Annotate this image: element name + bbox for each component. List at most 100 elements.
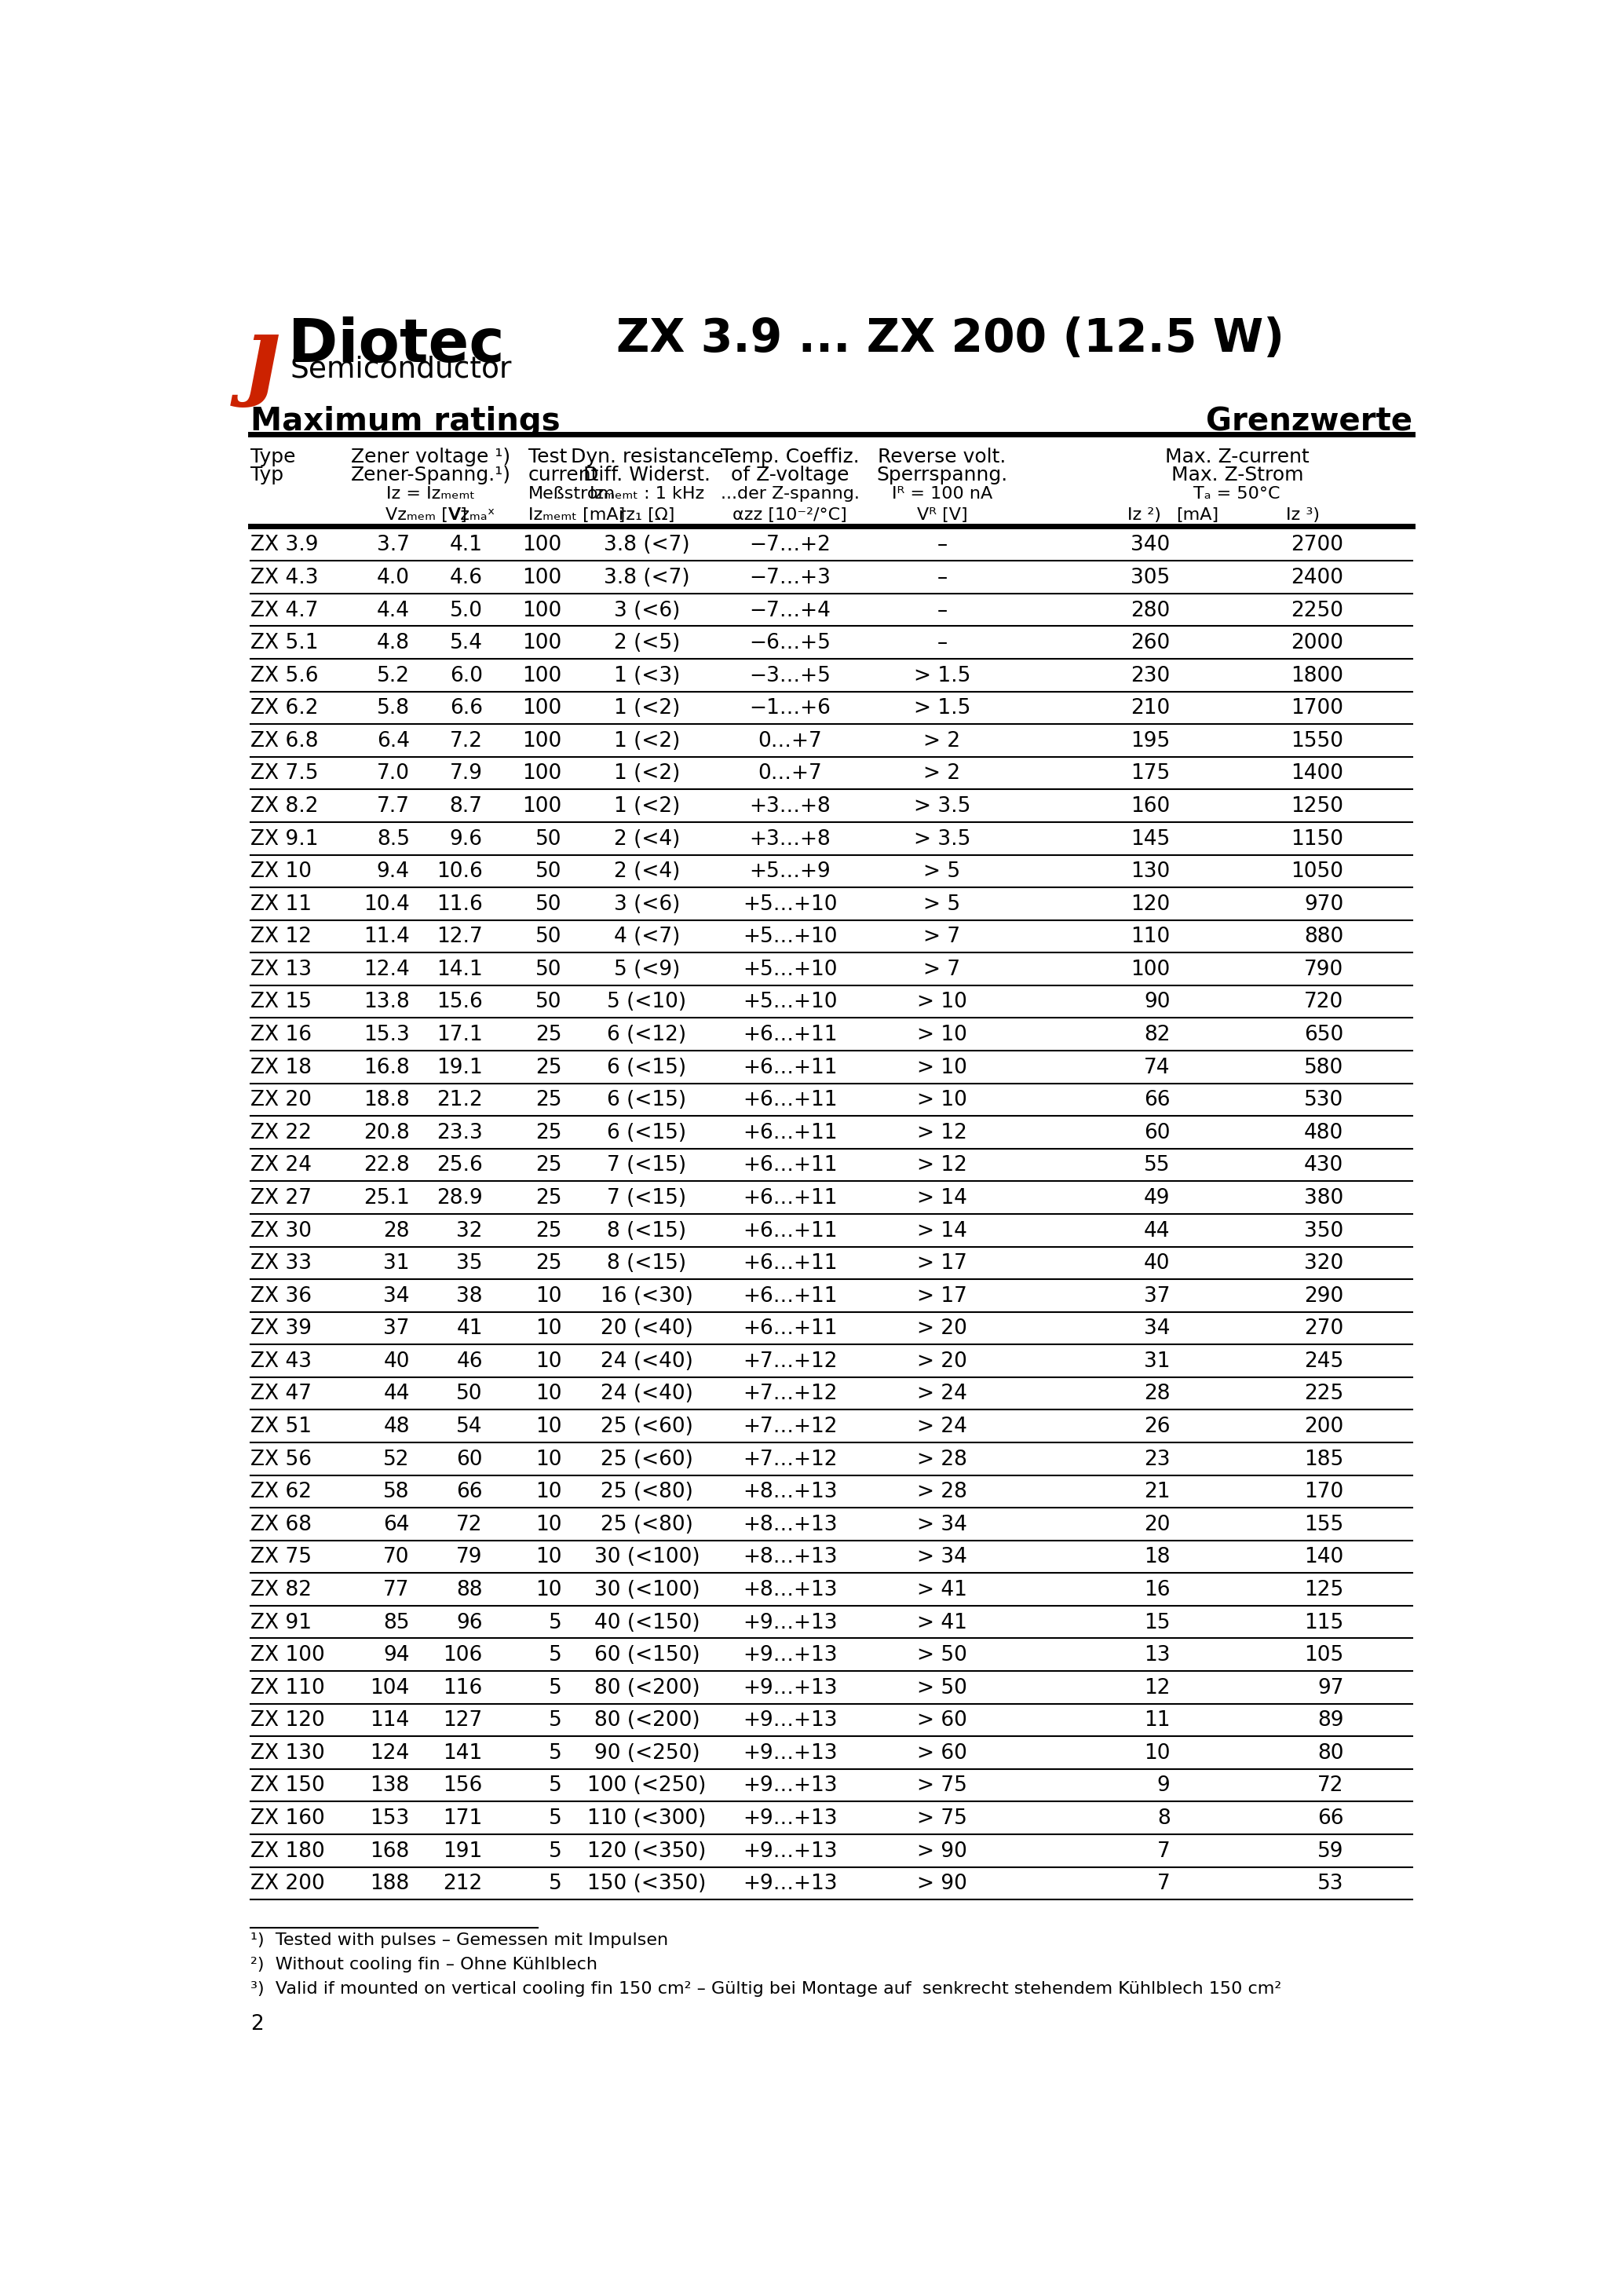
Text: +6…+11: +6…+11 [743,1024,837,1045]
Text: 100: 100 [522,730,561,751]
Text: 5: 5 [548,1809,561,1830]
Text: 7: 7 [1156,1841,1169,1862]
Text: 138: 138 [370,1775,410,1795]
Text: > 10: > 10 [916,1058,967,1077]
Text: 185: 185 [1304,1449,1343,1469]
Text: 5.0: 5.0 [449,599,483,620]
Text: 59: 59 [1317,1841,1343,1862]
Text: 24 (<40): 24 (<40) [600,1352,693,1371]
Text: 25: 25 [535,1254,561,1274]
Text: 50: 50 [456,1384,483,1405]
Text: 3.8 (<7): 3.8 (<7) [603,535,689,556]
Text: 11: 11 [1144,1711,1169,1731]
Text: 245: 245 [1304,1352,1343,1371]
Text: 28.9: 28.9 [436,1187,483,1208]
Text: 200: 200 [1304,1417,1343,1437]
Text: 37: 37 [383,1318,410,1339]
Text: Sperrspanng.: Sperrspanng. [876,466,1007,484]
Text: ZX 100: ZX 100 [250,1646,324,1665]
Text: 38: 38 [456,1286,483,1306]
Text: > 17: > 17 [916,1254,967,1274]
Text: 5: 5 [548,1711,561,1731]
Text: +6…+11: +6…+11 [743,1318,837,1339]
Text: 0…+7: 0…+7 [757,730,822,751]
Text: −6…+5: −6…+5 [749,634,830,654]
Text: 25: 25 [535,1123,561,1143]
Text: > 3.5: > 3.5 [913,797,970,817]
Text: ²)  Without cooling fin – Ohne Kühlblech: ²) Without cooling fin – Ohne Kühlblech [250,1956,597,1972]
Text: 52: 52 [383,1449,410,1469]
Text: 5: 5 [548,1612,561,1632]
Text: ȷ: ȷ [245,312,279,406]
Text: +3…+8: +3…+8 [749,797,830,817]
Text: 25 (<60): 25 (<60) [600,1449,693,1469]
Text: 13: 13 [1144,1646,1169,1665]
Text: 790: 790 [1304,960,1343,980]
Text: 10: 10 [535,1286,561,1306]
Text: 210: 210 [1131,698,1169,719]
Text: ZX 160: ZX 160 [250,1809,324,1830]
Text: −3…+5: −3…+5 [749,666,830,687]
Text: 4.1: 4.1 [449,535,483,556]
Text: 17.1: 17.1 [436,1024,483,1045]
Text: ZX 13: ZX 13 [250,960,311,980]
Text: 4.8: 4.8 [376,634,410,654]
Text: > 14: > 14 [916,1187,967,1208]
Text: 48: 48 [383,1417,410,1437]
Text: 2700: 2700 [1291,535,1343,556]
Text: 970: 970 [1304,893,1343,914]
Text: ZX 56: ZX 56 [250,1449,311,1469]
Text: 480: 480 [1304,1123,1343,1143]
Text: > 3.5: > 3.5 [913,829,970,850]
Text: 34: 34 [1144,1318,1169,1339]
Text: ZX 7.5: ZX 7.5 [250,765,318,783]
Text: ZX 3.9: ZX 3.9 [250,535,318,556]
Text: 160: 160 [1131,797,1169,817]
Text: 6.6: 6.6 [449,698,483,719]
Text: ZX 39: ZX 39 [250,1318,311,1339]
Text: 320: 320 [1304,1254,1343,1274]
Text: 6 (<15): 6 (<15) [607,1123,686,1143]
Text: 9.4: 9.4 [376,861,410,882]
Text: 14.1: 14.1 [436,960,483,980]
Text: 18: 18 [1144,1548,1169,1568]
Text: 3.8 (<7): 3.8 (<7) [603,567,689,588]
Text: Meßstrom: Meßstrom [529,487,615,501]
Text: 4.6: 4.6 [449,567,483,588]
Text: 40: 40 [1144,1254,1169,1274]
Text: +9…+13: +9…+13 [743,1612,837,1632]
Text: ZX 30: ZX 30 [250,1221,311,1242]
Text: +5…+10: +5…+10 [743,893,837,914]
Text: ZX 200: ZX 200 [250,1874,324,1894]
Text: 127: 127 [443,1711,483,1731]
Text: 4 (<7): 4 (<7) [613,928,680,948]
Text: Zener-Spanng.¹): Zener-Spanng.¹) [350,466,511,484]
Text: 46: 46 [456,1352,483,1371]
Text: > 1.5: > 1.5 [913,698,970,719]
Text: 116: 116 [443,1678,483,1699]
Text: > 7: > 7 [923,928,960,948]
Text: Semiconductor: Semiconductor [290,356,511,383]
Text: 150 (<350): 150 (<350) [587,1874,706,1894]
Text: 11.6: 11.6 [436,893,483,914]
Text: 8.5: 8.5 [376,829,410,850]
Text: rᴢ₁ [Ω]: rᴢ₁ [Ω] [620,507,675,523]
Text: ZX 47: ZX 47 [250,1384,311,1405]
Text: > 90: > 90 [916,1874,967,1894]
Text: 290: 290 [1304,1286,1343,1306]
Text: +5…+10: +5…+10 [743,960,837,980]
Text: > 12: > 12 [916,1123,967,1143]
Text: ZX 130: ZX 130 [250,1743,324,1763]
Text: 10: 10 [535,1449,561,1469]
Text: > 60: > 60 [916,1711,967,1731]
Text: 3 (<6): 3 (<6) [613,599,680,620]
Text: Vᴿ [V]: Vᴿ [V] [916,507,967,523]
Text: 145: 145 [1131,829,1169,850]
Text: +8…+13: +8…+13 [743,1481,837,1502]
Text: Temp. Coeffiz.: Temp. Coeffiz. [720,448,860,466]
Text: 130: 130 [1131,861,1169,882]
Text: 50: 50 [535,829,561,850]
Text: +9…+13: +9…+13 [743,1809,837,1830]
Text: 18.8: 18.8 [363,1091,410,1111]
Text: 230: 230 [1131,666,1169,687]
